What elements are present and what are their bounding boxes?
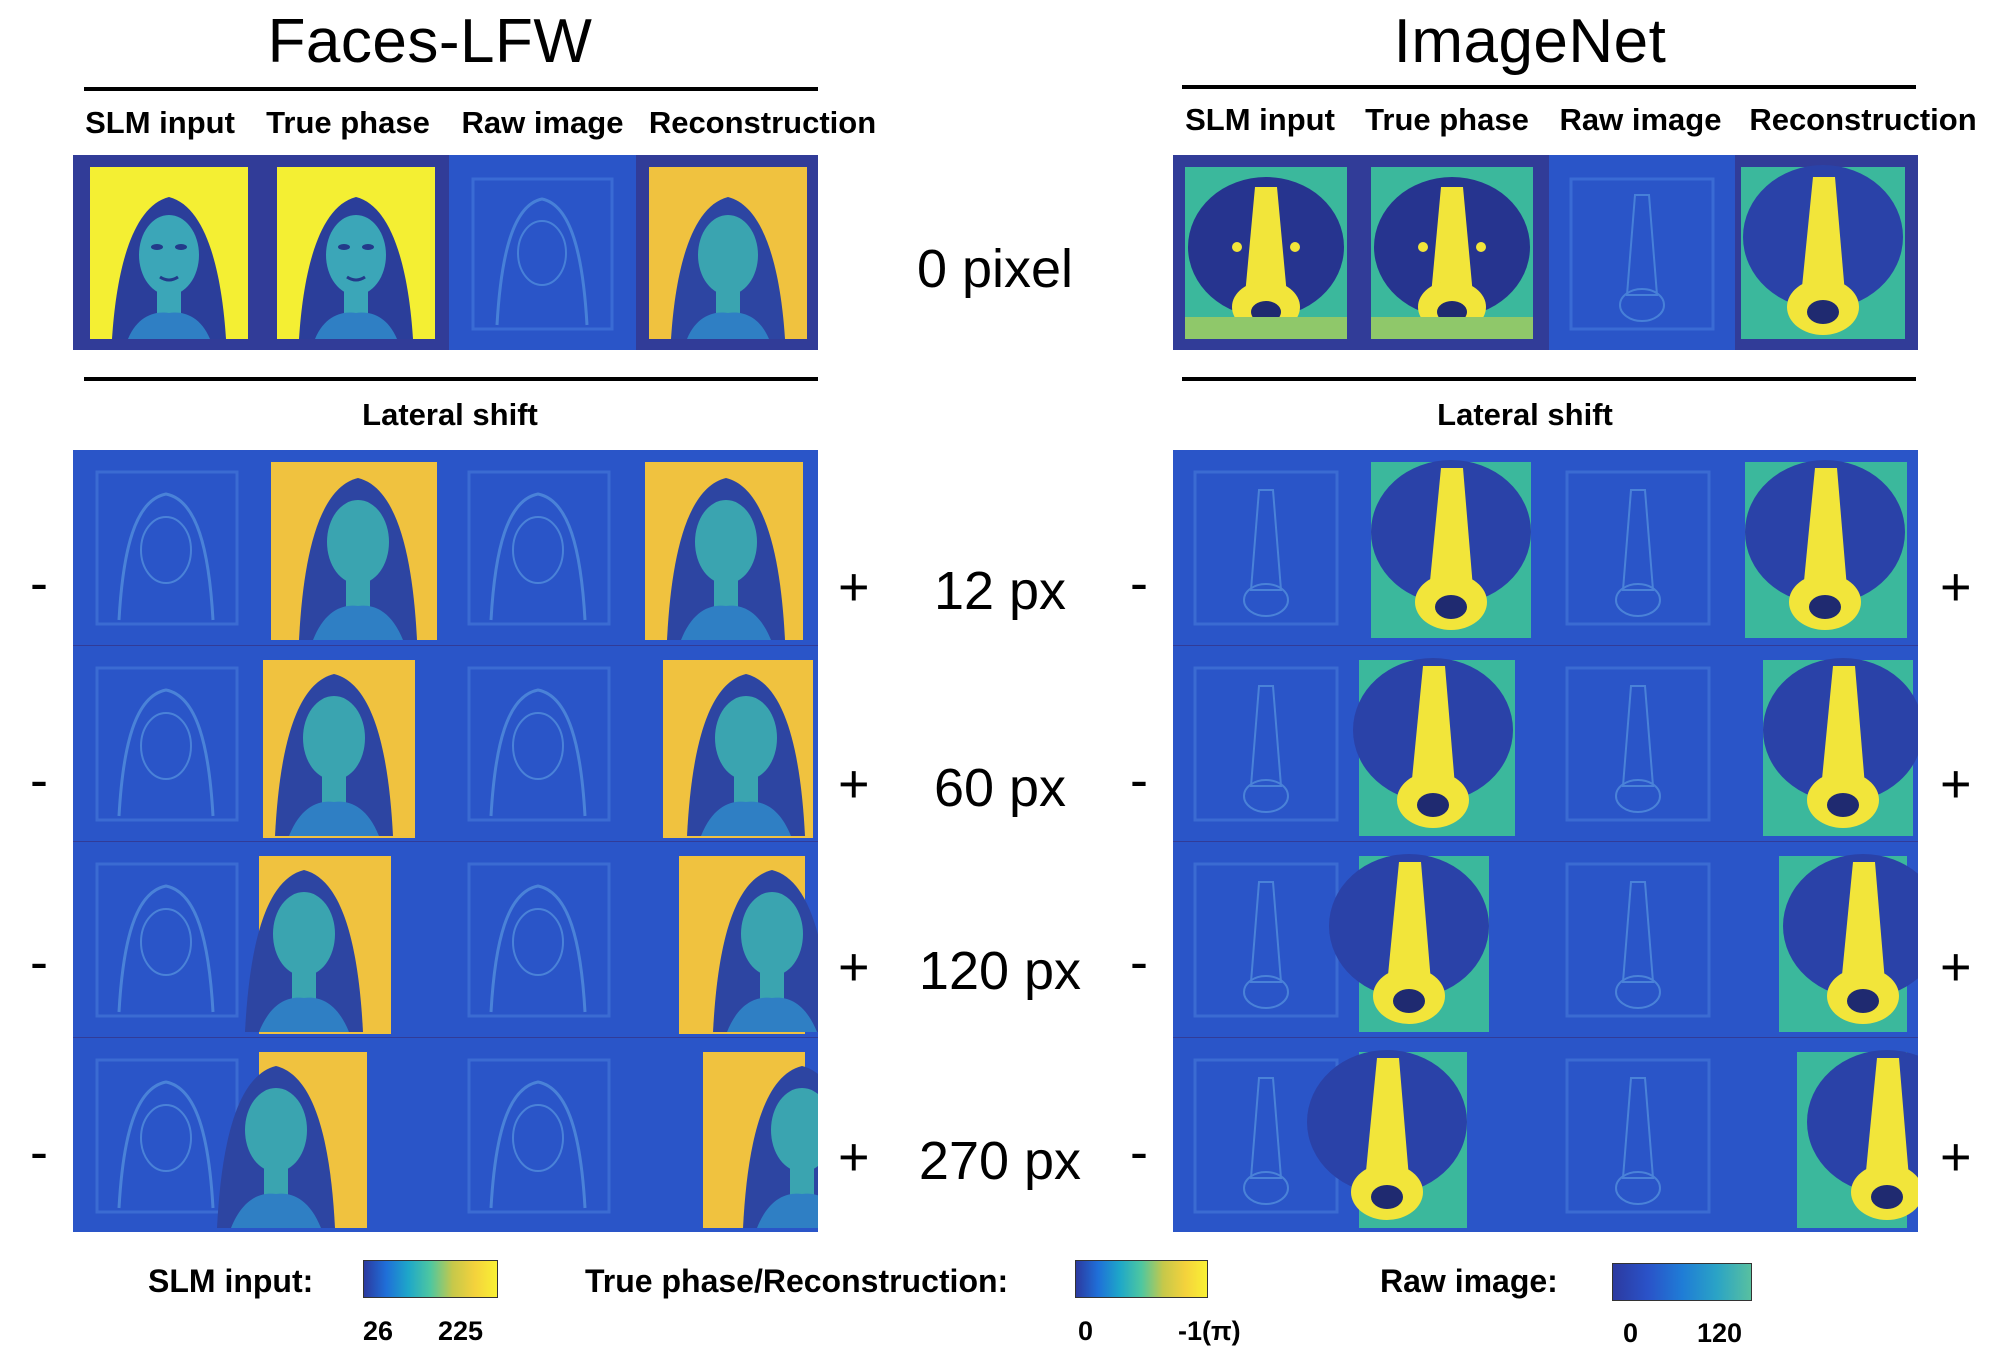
left-zero-shift-images	[90, 155, 807, 350]
colorbar-phase	[1075, 1260, 1208, 1298]
row-270px	[73, 1036, 818, 1232]
colorbar-phase-max: -1(π)	[1178, 1316, 1241, 1346]
row-12px	[73, 450, 818, 647]
right-lateral-shift-grid	[1173, 450, 1918, 1232]
right-dataset-title: ImageNet	[1393, 7, 1667, 76]
right-minus-sign-60px: -	[1130, 750, 1148, 810]
dog-true-phase-image	[1371, 167, 1533, 339]
colorbar-slm-max: 225	[438, 1316, 484, 1346]
colorbar-phase-min: 0	[1078, 1316, 1094, 1346]
dog-slm-input-image	[1185, 167, 1347, 339]
face-slm-input-image	[90, 167, 248, 339]
left-minus-sign-60px: -	[30, 750, 48, 810]
left-lateral-shift-grid	[73, 450, 818, 1232]
right-plus-sign-270px: +	[1940, 1127, 1972, 1187]
left-plus-sign-60px: +	[838, 754, 870, 814]
face-raw-image	[449, 155, 636, 350]
colorbar-slm-label: SLM input:	[148, 1263, 314, 1299]
colorbar-raw-min: 0	[1623, 1318, 1639, 1348]
left-header-true-phase: True phase	[266, 105, 430, 140]
zero-shift-label: 0 pixel	[916, 239, 1074, 299]
left-mid-rule	[84, 377, 818, 381]
row-120px	[73, 840, 818, 1039]
right-mid-rule	[1182, 377, 1916, 381]
right-zero-shift-panel	[1173, 155, 1918, 350]
shift-label-12px: 12 px	[933, 561, 1067, 621]
dog-raw-image	[1549, 155, 1735, 350]
left-minus-sign-270px: -	[30, 1122, 48, 1182]
left-top-rule	[84, 87, 818, 91]
shift-label-120px: 120 px	[918, 941, 1082, 1001]
right-plus-sign-60px: +	[1940, 754, 1972, 814]
left-minus-sign-12px: -	[30, 553, 48, 613]
row-12px	[1173, 450, 1918, 647]
right-lateral-shift-label: Lateral shift	[1437, 397, 1613, 432]
left-minus-sign-120px: -	[30, 932, 48, 992]
left-lateral-shift-images	[73, 450, 818, 1232]
left-lateral-shift-label: Lateral shift	[362, 397, 538, 432]
right-minus-sign-120px: -	[1130, 932, 1148, 992]
row-270px	[1173, 1036, 1918, 1232]
left-plus-sign-120px: +	[838, 937, 870, 997]
right-minus-sign-270px: -	[1130, 1122, 1148, 1182]
face-true-phase-image	[277, 167, 435, 339]
left-dataset-title: Faces-LFW	[267, 7, 593, 76]
row-60px	[1173, 644, 1918, 843]
right-lateral-shift-images	[1173, 450, 1918, 1232]
right-header-reconstruction: Reconstruction	[1749, 102, 1977, 137]
left-plus-sign-12px: +	[838, 557, 870, 617]
colorbar-raw	[1612, 1263, 1752, 1301]
right-header-raw-image: Raw image	[1559, 102, 1722, 137]
colorbar-slm	[363, 1260, 498, 1298]
dog-reconstruction-image	[1741, 165, 1905, 339]
right-top-rule	[1182, 85, 1916, 89]
left-header-slm-input: SLM input	[85, 105, 235, 140]
colorbar-slm-min: 26	[363, 1316, 394, 1346]
row-60px	[73, 644, 818, 843]
right-minus-sign-12px: -	[1130, 553, 1148, 613]
shift-label-60px: 60 px	[933, 758, 1067, 818]
row-120px	[1173, 840, 1918, 1039]
right-header-true-phase: True phase	[1365, 102, 1529, 137]
left-plus-sign-270px: +	[838, 1127, 870, 1187]
colorbar-raw-label: Raw image:	[1380, 1263, 1558, 1299]
right-plus-sign-12px: +	[1940, 557, 1972, 617]
right-zero-shift-images	[1185, 155, 1905, 350]
left-header-reconstruction: Reconstruction	[648, 105, 877, 140]
left-zero-shift-panel	[73, 155, 818, 350]
right-header-slm-input: SLM input	[1185, 102, 1335, 137]
face-reconstruction-image	[649, 167, 807, 339]
left-header-raw-image: Raw image	[461, 105, 624, 140]
right-plus-sign-120px: +	[1940, 937, 1972, 997]
shift-label-270px: 270 px	[918, 1131, 1082, 1191]
colorbar-raw-max: 120	[1697, 1318, 1743, 1348]
colorbar-phase-label: True phase/Reconstruction:	[585, 1263, 1009, 1299]
